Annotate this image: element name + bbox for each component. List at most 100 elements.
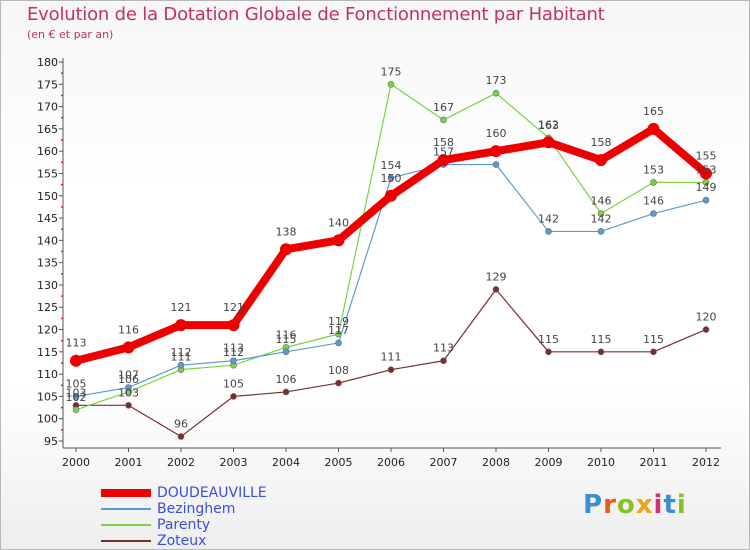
data-point-zoteux-2001	[125, 402, 132, 409]
data-label-zoteux-2001: 103	[118, 386, 139, 399]
data-label-zoteux-2011: 115	[643, 333, 664, 346]
logo-letter: x	[635, 490, 654, 520]
data-label-zoteux-2000: 103	[66, 386, 87, 399]
data-point-doudeauville-2006	[385, 189, 397, 202]
logo-letter: o	[616, 490, 636, 520]
data-label-bezinghem-2005: 117	[328, 324, 349, 337]
legend: DOUDEAUVILLE Bezinghem Parenty Zoteux	[101, 485, 267, 549]
x-tick-label-2012: 2012	[692, 456, 720, 469]
data-point-zoteux-2006	[387, 366, 395, 373]
data-point-doudeauville-2005	[332, 234, 345, 247]
data-label-zoteux-2010: 115	[591, 333, 612, 346]
x-tick-label-2008: 2008	[482, 456, 510, 469]
data-point-zoteux-2003	[230, 393, 237, 400]
data-label-bezinghem-2012: 149	[696, 181, 717, 194]
data-point-bezinghem-2011	[650, 210, 657, 217]
x-tick-label-2004: 2004	[272, 456, 300, 469]
legend-label-zoteux: Zoteux	[157, 533, 207, 549]
data-label-bezinghem-2001: 107	[118, 368, 139, 381]
x-tick-label-2002: 2002	[167, 456, 195, 469]
data-label-parenty-2005: 119	[328, 315, 349, 328]
y-tick-label-115: 115	[37, 346, 58, 359]
x-tick-label-2009: 2009	[535, 456, 563, 469]
y-tick-label-160: 160	[37, 145, 58, 158]
data-label-bezinghem-2009: 142	[538, 212, 559, 225]
data-point-doudeauville-2009	[542, 136, 555, 149]
data-label-doudeauville-2005: 140	[328, 216, 349, 229]
data-label-doudeauville-2003: 121	[223, 301, 244, 314]
data-label-zoteux-2004: 106	[276, 373, 297, 386]
data-label-parenty-2008: 173	[486, 74, 507, 87]
data-point-doudeauville-2000	[70, 354, 82, 367]
legend-swatch-bezinghem	[101, 508, 151, 510]
data-point-parenty-2000	[72, 406, 80, 414]
legend-label-parenty: Parenty	[157, 517, 211, 533]
data-label-parenty-2007: 167	[433, 101, 454, 114]
data-label-doudeauville-2008: 160	[486, 127, 507, 140]
data-point-bezinghem-2002	[177, 361, 185, 369]
data-point-doudeauville-2010	[595, 154, 607, 167]
data-label-bezinghem-2004: 115	[276, 333, 297, 346]
data-point-zoteux-2005	[335, 379, 342, 387]
data-point-bezinghem-2010	[597, 228, 605, 235]
data-label-parenty-2004: 116	[276, 328, 297, 341]
data-point-bezinghem-2012	[702, 196, 710, 204]
logo-letter: r	[603, 490, 617, 520]
data-label-parenty-2002: 111	[171, 351, 192, 364]
data-point-doudeauville-2012	[700, 167, 712, 180]
data-point-bezinghem-2001	[125, 384, 132, 391]
data-label-parenty-2010: 146	[591, 195, 612, 208]
legend-swatch-parenty	[101, 524, 151, 526]
data-label-bezinghem-2007: 157	[433, 146, 454, 159]
data-point-bezinghem-2003	[230, 357, 237, 365]
logo-letter: P	[583, 490, 604, 520]
x-tick-label-2001: 2001	[115, 456, 143, 469]
y-tick-label-130: 130	[37, 279, 58, 292]
data-label-parenty-2003: 112	[223, 346, 244, 359]
data-point-bezinghem-2004	[282, 348, 290, 356]
x-tick-label-2006: 2006	[377, 456, 405, 469]
data-label-zoteux-2006: 111	[381, 351, 402, 364]
legend-swatch-zoteux	[101, 540, 151, 542]
data-label-bezinghem-2000: 105	[66, 377, 87, 390]
x-tick-label-2005: 2005	[325, 456, 353, 469]
data-label-parenty-2000: 102	[66, 391, 87, 404]
data-label-doudeauville-2001: 116	[118, 323, 139, 336]
legend-item-parenty: Parenty	[101, 517, 267, 533]
data-point-parenty-2010	[597, 210, 605, 217]
data-point-zoteux-2011	[650, 348, 657, 356]
data-point-bezinghem-2005	[335, 339, 342, 347]
data-label-doudeauville-2000: 113	[66, 337, 87, 350]
proxiti-logo: Proxiti	[583, 490, 687, 520]
logo-letter: i	[676, 490, 687, 520]
data-point-doudeauville-2002	[175, 319, 187, 332]
data-label-doudeauville-2002: 121	[171, 301, 192, 314]
legend-swatch-doudeauville	[101, 489, 151, 497]
data-label-zoteux-2009: 115	[538, 333, 559, 346]
y-tick-label-100: 100	[37, 413, 58, 426]
data-point-zoteux-2012	[702, 326, 710, 333]
data-point-zoteux-2007	[440, 357, 447, 365]
y-tick-label-125: 125	[37, 301, 58, 314]
data-label-zoteux-2003: 105	[223, 377, 244, 390]
data-label-bezinghem-2006: 154	[381, 159, 402, 172]
y-tick-label-165: 165	[37, 123, 58, 136]
data-label-zoteux-2008: 129	[486, 270, 507, 283]
y-tick-label-140: 140	[37, 234, 58, 247]
x-tick-label-2003: 2003	[220, 456, 248, 469]
data-label-zoteux-2005: 108	[328, 364, 349, 377]
data-label-parenty-2001: 106	[118, 373, 139, 386]
data-point-doudeauville-2003	[227, 319, 240, 332]
chart-subtitle: (en € et par an)	[27, 28, 114, 41]
x-tick-label-2007: 2007	[430, 456, 458, 469]
data-point-bezinghem-2009	[545, 228, 552, 235]
data-label-doudeauville-2012: 155	[696, 149, 717, 162]
data-point-doudeauville-2011	[647, 122, 660, 135]
data-point-zoteux-2008	[492, 286, 500, 293]
x-tick-label-2011: 2011	[640, 456, 668, 469]
legend-label-doudeauville: DOUDEAUVILLE	[157, 485, 267, 501]
data-label-zoteux-2002: 96	[174, 418, 188, 431]
data-label-doudeauville-2004: 138	[276, 225, 297, 238]
data-point-zoteux-2009	[545, 348, 552, 356]
